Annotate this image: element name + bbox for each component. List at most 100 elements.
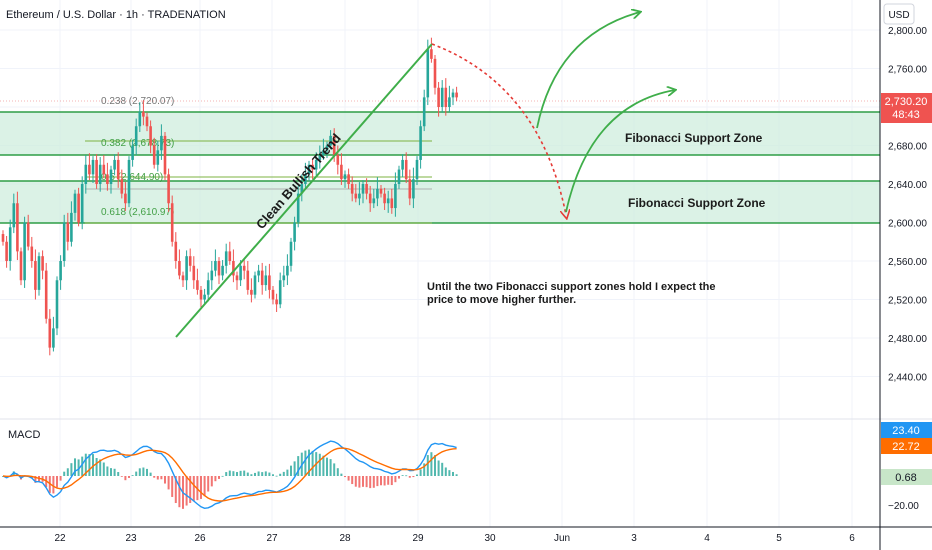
macd-line[interactable] — [2, 440, 457, 510]
candle-body — [5, 241, 8, 261]
candle-body — [372, 198, 376, 204]
macd-hist-bar — [178, 476, 181, 508]
macd-hist-bar — [200, 476, 202, 499]
fib-label-0236: 0.238 (2,720.07) — [101, 96, 174, 107]
candle-body — [239, 265, 242, 281]
macd-hist-bar — [426, 455, 429, 476]
candle-body — [368, 193, 372, 204]
green-arrow-upper[interactable] — [536, 12, 640, 129]
projection-arrows — [431, 12, 675, 215]
candle-body — [185, 256, 188, 281]
macd-hist-bar — [257, 471, 260, 476]
candle-body — [73, 193, 77, 213]
candle-body — [26, 222, 30, 247]
macd-hist-bar — [423, 463, 426, 476]
time-axis-label: 4 — [704, 533, 710, 544]
macd-hist-bar — [174, 476, 177, 504]
candle-body — [95, 159, 98, 184]
macd-hist-bar — [110, 468, 112, 476]
candle-body — [178, 261, 181, 276]
candle-body — [332, 135, 336, 156]
candle-body — [253, 275, 257, 295]
candle-body — [307, 164, 311, 175]
candle-body — [322, 150, 325, 156]
macd-hist-bar — [272, 474, 274, 476]
macd-hist-bar — [218, 476, 220, 479]
macd-hist-bar — [120, 476, 123, 477]
candle-body — [163, 135, 167, 175]
candle-body — [52, 328, 55, 348]
candle-body — [102, 164, 106, 175]
macd-hist-bar — [444, 467, 447, 476]
macd-value: 23.40 — [892, 425, 920, 437]
macd-hist-bar — [333, 463, 336, 476]
macd-hist-bar — [254, 472, 256, 476]
macd-hist-bar — [63, 471, 66, 476]
current-price-value: 2,730.20 — [885, 96, 928, 108]
candle-body — [304, 174, 307, 184]
candle-body — [314, 159, 318, 170]
candle-body — [203, 294, 206, 300]
macd-hist-bar — [12, 471, 15, 476]
macd-hist-bar — [34, 476, 37, 483]
green-arrow-lower[interactable] — [565, 90, 675, 213]
price-axis[interactable]: USD 2,800.002,760.002,720.002,680.002,64… — [879, 0, 932, 550]
candle-body — [214, 261, 217, 271]
candle-body — [286, 265, 289, 276]
candle-body — [8, 227, 12, 261]
candle-body — [149, 126, 152, 146]
macd-hist-bar — [394, 476, 397, 483]
macd-hist-bar — [192, 476, 195, 502]
macd-hist-bar — [408, 476, 411, 478]
macd-hist-bar — [131, 475, 134, 476]
trend-line[interactable] — [175, 43, 433, 338]
candle-body — [106, 174, 109, 184]
candle-body — [152, 145, 156, 165]
candle-body — [235, 275, 239, 281]
candle-body — [383, 193, 386, 204]
macd-hist-bar — [232, 471, 235, 476]
signal-line[interactable] — [2, 447, 457, 502]
time-axis-label: 27 — [266, 533, 278, 544]
macd-hist-bar — [210, 476, 213, 487]
macd-hist-bar — [318, 453, 321, 476]
candle-body — [1, 234, 5, 242]
candle-body — [232, 261, 235, 276]
support-zone-lower[interactable] — [0, 181, 880, 223]
candle-body — [138, 111, 142, 127]
macd-hist-bar — [268, 472, 271, 476]
candle-body — [98, 164, 102, 184]
symbol-title[interactable]: Ethereum / U.S. Dollar · 1h · TRADENATIO… — [6, 9, 226, 21]
macd-hist-bar — [99, 459, 102, 476]
macd-hist-bar — [383, 476, 386, 486]
macd-hist-bar — [164, 476, 166, 484]
macd-hist-bar — [243, 470, 246, 476]
macd-hist-bar — [124, 476, 127, 481]
candle-body — [59, 261, 62, 281]
price-axis-labels: 2,800.002,760.002,720.002,680.002,640.00… — [888, 26, 927, 384]
signal-value-tag — [881, 438, 932, 454]
time-axis[interactable]: 22 23 26 27 28 29 30 Jun 3 4 5 6 — [0, 526, 932, 544]
macd-hist-bar — [351, 476, 354, 485]
candle-body — [412, 179, 415, 199]
price-axis-label: 2,560.00 — [888, 257, 927, 268]
candle-body — [451, 92, 455, 98]
red-pullback-arrow[interactable] — [431, 43, 566, 215]
macd-hist-bar — [354, 476, 357, 487]
macd-hist-bar — [347, 476, 350, 481]
candle-body — [199, 289, 203, 300]
price-axis-label: 2,640.00 — [888, 180, 927, 191]
macd-hist-bar — [113, 468, 116, 476]
candle-body — [131, 145, 134, 160]
candle-body — [440, 87, 444, 107]
candle-body — [444, 87, 448, 107]
candle-body — [210, 270, 214, 281]
macd-hist-bar — [84, 453, 87, 476]
macd-hist-bar — [369, 476, 372, 489]
currency-box[interactable] — [883, 3, 915, 25]
candle-body — [242, 265, 246, 271]
candle-body — [433, 58, 437, 88]
candle-body — [336, 155, 340, 165]
macd-hist-bar — [311, 450, 314, 476]
